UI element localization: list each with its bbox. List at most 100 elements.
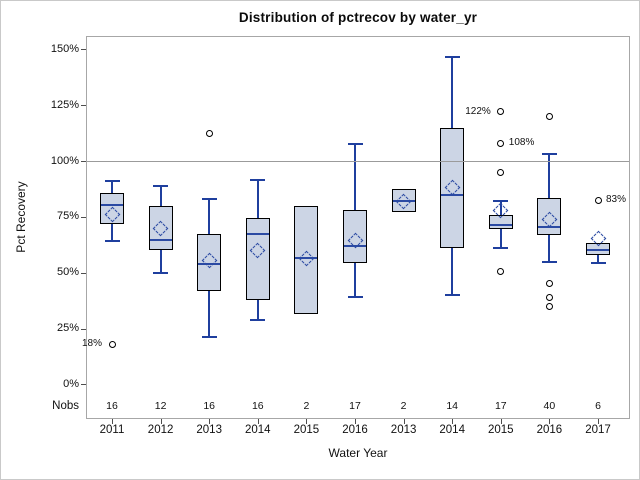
x-tick-mark — [160, 419, 162, 424]
nobs-value: 2 — [400, 400, 407, 412]
x-tick-mark — [403, 419, 405, 424]
nobs-row-label: Nobs — [52, 400, 79, 412]
outlier-point — [497, 168, 505, 176]
nobs-value: 17 — [494, 400, 507, 412]
y-tick-label: 125% — [50, 98, 79, 111]
whisker-cap-top — [201, 198, 217, 201]
outlier-point — [545, 293, 553, 301]
x-tick-label: 2016 — [536, 424, 563, 436]
outlier-point — [497, 108, 505, 116]
y-tick-label: 50% — [56, 266, 79, 279]
box — [100, 193, 124, 224]
x-tick-mark — [257, 419, 259, 424]
nobs-value: 16 — [251, 400, 264, 412]
whisker-cap-bottom — [250, 318, 266, 321]
median-line — [392, 200, 415, 203]
x-tick-mark — [500, 419, 502, 424]
y-tick-mark — [81, 272, 86, 274]
y-tick-mark — [81, 384, 86, 386]
whisker-cap-bottom — [347, 296, 363, 299]
x-tick-mark — [209, 419, 211, 424]
x-tick-mark — [355, 419, 356, 424]
whisker-cap-top — [153, 184, 169, 187]
median-line — [344, 244, 366, 247]
outlier-point — [108, 340, 116, 348]
outlier-point — [594, 196, 602, 204]
nobs-value: 14 — [446, 400, 459, 412]
whisker-cap-top — [347, 143, 363, 146]
whisker-cap-top — [104, 180, 120, 183]
outlier-label: 83% — [606, 194, 627, 206]
whisker-cap-bottom — [201, 336, 217, 339]
y-axis-label: Pct Recovery — [14, 181, 28, 253]
median-line — [101, 203, 123, 206]
x-tick-label: 2013 — [196, 424, 222, 436]
median-line — [489, 223, 512, 226]
box — [148, 205, 173, 251]
whisker-cap-top — [444, 56, 460, 59]
median-line — [149, 239, 172, 242]
x-axis-label: Water Year — [328, 446, 388, 460]
outlier-label: 122% — [465, 105, 491, 117]
nobs-value: 6 — [595, 400, 601, 412]
x-tick-mark — [549, 419, 551, 424]
median-line — [246, 232, 269, 235]
x-tick-label: 2015 — [488, 424, 514, 436]
x-tick-label: 2014 — [439, 424, 465, 436]
box — [294, 205, 319, 315]
nobs-value: 12 — [154, 400, 167, 412]
outlier-point — [497, 139, 505, 147]
y-tick-label: 75% — [56, 210, 79, 223]
x-tick-label: 2016 — [342, 424, 368, 436]
x-tick-label: 2013 — [390, 424, 417, 436]
whisker-cap-top — [493, 200, 509, 203]
whisker-cap-bottom — [541, 260, 557, 263]
outlier-point — [545, 302, 553, 310]
x-tick-mark — [306, 419, 308, 424]
reference-line — [87, 161, 629, 163]
box — [343, 210, 367, 263]
y-tick-mark — [81, 161, 86, 163]
whisker-cap-bottom — [444, 294, 460, 297]
whisker-cap-top — [541, 153, 557, 156]
x-tick-label: 2015 — [293, 424, 320, 436]
median-line — [295, 257, 318, 260]
median-line — [587, 249, 609, 252]
outlier-point — [545, 112, 553, 120]
nobs-value: 16 — [106, 400, 118, 412]
x-tick-mark — [452, 419, 454, 424]
whisker-cap-bottom — [104, 240, 120, 243]
x-tick-label: 2017 — [585, 424, 611, 436]
box — [586, 242, 610, 255]
outlier-point — [497, 268, 505, 276]
nobs-value: 17 — [349, 400, 361, 412]
y-tick-mark — [81, 216, 86, 218]
nobs-value: 40 — [543, 400, 556, 412]
y-tick-label: 0% — [63, 377, 79, 390]
y-tick-mark — [81, 49, 86, 51]
box — [537, 197, 562, 235]
y-tick-label: 25% — [56, 322, 79, 335]
chart-title: Distribution of pctrecov by water_yr — [238, 10, 478, 25]
outlier-point — [545, 280, 553, 288]
outlier-label: 18% — [81, 338, 102, 350]
whisker-cap-top — [250, 179, 266, 182]
whisker-cap-bottom — [493, 247, 509, 250]
nobs-value: 2 — [303, 400, 310, 412]
whisker-cap-bottom — [153, 271, 169, 274]
x-tick-mark — [598, 419, 599, 424]
box — [245, 218, 270, 300]
x-tick-mark — [112, 419, 113, 424]
y-tick-label: 100% — [50, 154, 79, 167]
outlier-label: 108% — [508, 137, 535, 149]
x-tick-label: 2012 — [147, 424, 174, 436]
median-line — [538, 225, 561, 228]
y-tick-mark — [81, 328, 86, 330]
y-tick-label: 150% — [50, 42, 79, 55]
x-tick-label: 2014 — [245, 424, 271, 436]
box — [440, 127, 465, 249]
median-line — [441, 193, 464, 196]
median-line — [198, 262, 221, 265]
x-tick-label: 2011 — [99, 424, 125, 436]
